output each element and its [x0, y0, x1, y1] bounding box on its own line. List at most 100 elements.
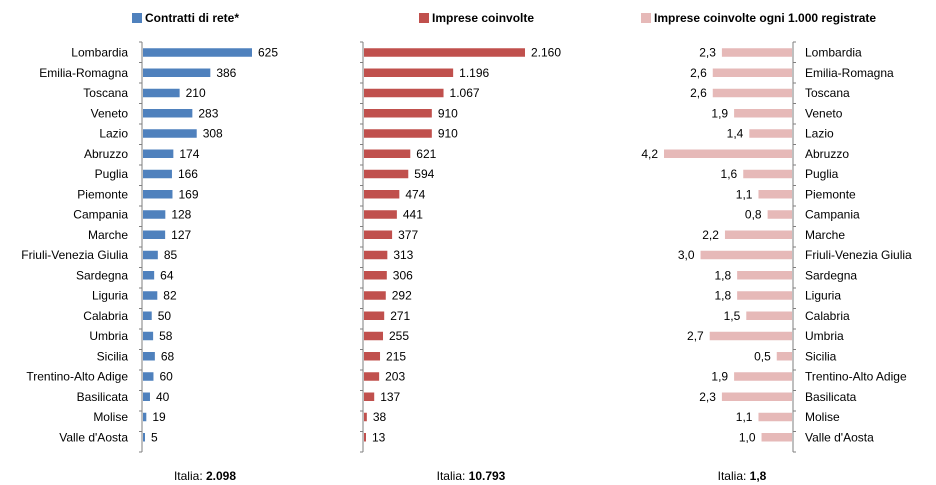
bar-2-18	[364, 412, 367, 422]
category-label-left: Marche	[88, 228, 128, 242]
bar-3-17	[721, 392, 792, 401]
legend-swatch-1	[132, 13, 142, 23]
value-label-3-0: 2,3	[699, 46, 716, 60]
value-label-2-7: 474	[405, 187, 425, 201]
category-label-left: Toscana	[83, 86, 128, 100]
bar-3-12	[737, 291, 792, 300]
bar-2-9	[364, 230, 393, 239]
bar-3-1	[712, 68, 792, 77]
category-label-right: Sicilia	[805, 349, 837, 363]
legend-label-1: Contratti di rete*	[145, 11, 239, 25]
bar-1-14	[143, 331, 154, 341]
category-label-right: Lazio	[805, 127, 834, 141]
bar-1-18	[143, 412, 147, 422]
category-label-right: Molise	[805, 410, 840, 424]
category-label-right: Lombardia	[805, 46, 862, 60]
bar-2-0	[364, 48, 525, 57]
value-label-3-6: 1,6	[721, 167, 738, 181]
value-label-1-0: 625	[258, 46, 278, 60]
bar-3-3	[734, 109, 792, 118]
bar-1-4	[143, 129, 197, 138]
bar-2-8	[364, 210, 397, 219]
category-label-right: Piemonte	[805, 187, 856, 201]
bar-1-7	[143, 190, 173, 199]
value-label-3-18: 1,1	[736, 410, 753, 424]
value-label-2-14: 255	[389, 329, 409, 343]
category-label-left: Molise	[93, 410, 128, 424]
value-label-1-16: 60	[159, 370, 173, 384]
bar-2-10	[364, 250, 388, 260]
bar-3-19	[761, 433, 792, 442]
bar-3-2	[712, 88, 792, 98]
category-label-right: Puglia	[805, 167, 839, 181]
bar-1-9	[143, 230, 166, 239]
value-label-2-8: 441	[403, 208, 423, 222]
bar-3-7	[758, 190, 792, 199]
bar-2-11	[364, 271, 387, 280]
category-label-right: Campania	[805, 208, 860, 222]
value-label-2-13: 271	[390, 309, 410, 323]
total-label-3: Italia: 1,8	[718, 469, 767, 483]
bar-3-6	[743, 169, 792, 179]
value-label-3-8: 0,8	[745, 208, 762, 222]
bar-3-13	[746, 311, 792, 320]
bar-2-1	[364, 68, 454, 77]
category-label-left: Trentino-Alto Adige	[26, 370, 128, 384]
value-label-2-4: 910	[438, 127, 458, 141]
category-label-left: Liguria	[92, 289, 128, 303]
value-label-1-5: 174	[179, 147, 199, 161]
value-label-1-17: 40	[156, 390, 170, 404]
bar-2-14	[364, 331, 384, 341]
value-label-2-3: 910	[438, 106, 458, 120]
bar-1-3	[143, 109, 193, 118]
category-label-left: Veneto	[91, 106, 129, 120]
category-label-right: Friuli-Venezia Giulia	[805, 248, 912, 262]
value-label-2-18: 38	[373, 410, 387, 424]
bar-1-13	[143, 311, 152, 320]
legend-label-2: Imprese coinvolte	[432, 11, 534, 25]
category-label-right: Liguria	[805, 289, 841, 303]
category-label-right: Veneto	[805, 106, 843, 120]
bar-3-11	[737, 271, 792, 280]
category-label-right: Valle d'Aosta	[805, 430, 874, 444]
value-label-3-19: 1,0	[739, 430, 756, 444]
bar-2-16	[364, 372, 380, 381]
value-label-2-0: 2.160	[531, 46, 561, 60]
value-label-3-10: 3,0	[678, 248, 695, 262]
value-label-1-8: 128	[171, 208, 191, 222]
category-label-left: Emilia-Romagna	[39, 66, 128, 80]
value-label-1-12: 82	[163, 289, 177, 303]
category-label-left: Sardegna	[76, 268, 128, 282]
value-label-1-11: 64	[160, 268, 174, 282]
value-label-3-4: 1,4	[727, 127, 744, 141]
bar-2-13	[364, 311, 385, 320]
value-label-2-10: 313	[393, 248, 413, 262]
bar-3-5	[664, 149, 792, 158]
value-label-1-6: 166	[178, 167, 198, 181]
value-label-3-9: 2,2	[702, 228, 719, 242]
legend-label-3: Imprese coinvolte ogni 1.000 registrate	[654, 11, 876, 25]
value-label-3-17: 2,3	[699, 390, 716, 404]
value-label-2-16: 203	[385, 370, 405, 384]
value-label-2-2: 1.067	[450, 86, 480, 100]
bar-3-4	[749, 129, 792, 138]
bar-3-18	[758, 412, 792, 422]
bar-1-16	[143, 372, 154, 381]
bar-3-16	[734, 372, 792, 381]
category-label-left: Umbria	[89, 329, 128, 343]
category-label-left: Piemonte	[77, 187, 128, 201]
value-label-1-3: 283	[198, 106, 218, 120]
category-label-left: Friuli-Venezia Giulia	[21, 248, 128, 262]
bar-2-4	[364, 129, 432, 138]
category-label-right: Calabria	[805, 309, 850, 323]
bar-3-8	[767, 210, 792, 219]
bar-2-15	[364, 352, 381, 361]
bar-1-6	[143, 169, 172, 179]
value-label-3-7: 1,1	[736, 187, 753, 201]
category-label-left: Basilicata	[77, 390, 129, 404]
bar-3-15	[776, 352, 792, 361]
category-label-right: Trentino-Alto Adige	[805, 370, 907, 384]
bar-1-15	[143, 352, 155, 361]
category-label-left: Abruzzo	[84, 147, 128, 161]
